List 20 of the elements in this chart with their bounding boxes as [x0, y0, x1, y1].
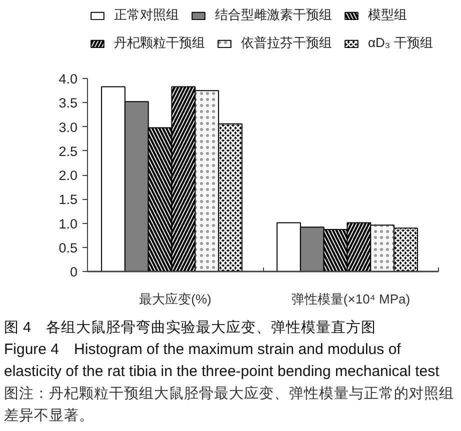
- y-tick-label: 2.0: [58, 168, 78, 183]
- text: 图 4 各组大鼠胫骨弯曲实验最大应变、弹性模量直方图: [4, 318, 378, 338]
- y-tick-label: 4.0: [58, 72, 78, 86]
- y-tick-label: 0: [70, 264, 78, 280]
- x-tick-label: 最大应变(%): [139, 292, 212, 306]
- y-tick-label: 1.5: [58, 192, 78, 208]
- x-tick-label: 弹性模量(×10⁴ MPa): [291, 292, 410, 306]
- y-tick-label: 1.0: [58, 216, 78, 232]
- text: Figure 4 Histogram of the maximum strain and modulus of elasticity of the rat tibia in the three-point bending mechanical test: [4, 340, 440, 382]
- y-tick-label: 2.5: [58, 144, 78, 159]
- text: 图注：丹杞颗粒干预组大鼠胫骨最大应变、弹性模量与正常的对照组差异不显著。: [4, 384, 455, 426]
- y-tick-label: 0.5: [58, 240, 78, 256]
- legend-label: 丹杞颗粒干预组: [114, 34, 205, 52]
- y-tick-label: 3.0: [58, 120, 78, 135]
- y-tick-label: 3.5: [58, 96, 78, 111]
- legend-label: 依普拉芬干预组: [241, 34, 332, 52]
- legend-label: 正常对照组: [114, 6, 179, 24]
- legend-label: 模型组: [368, 6, 407, 24]
- legend-label: αD₃ 干预组: [368, 34, 433, 52]
- legend-label: 结合型雌激素干预组: [215, 6, 332, 24]
